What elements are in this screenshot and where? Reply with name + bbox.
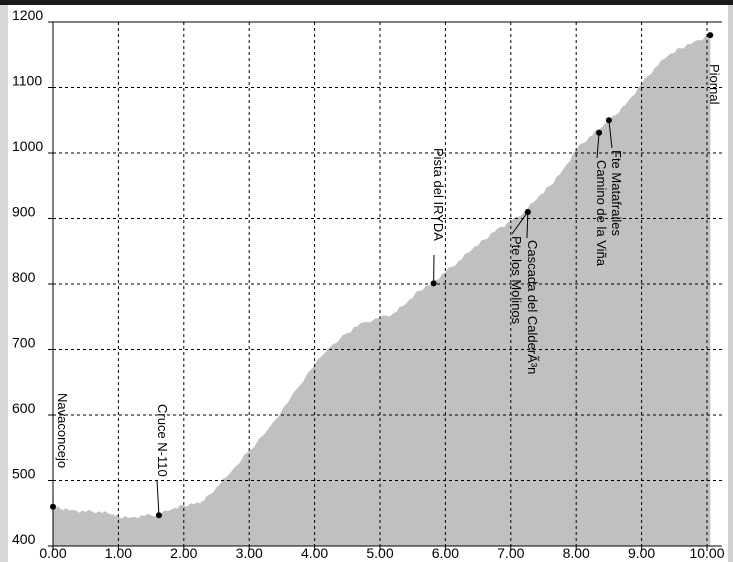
waypoint-label: Cruce N-110 — [155, 404, 170, 477]
top-border — [0, 0, 733, 5]
y-tick-label: 600 — [12, 400, 36, 416]
x-tick-label: 10.00 — [689, 545, 724, 561]
x-tick-label: 9.00 — [628, 545, 655, 561]
waypoint-label: Camino de la Viña — [594, 160, 609, 267]
waypoint-label: Cascada del CalderÃ³n — [525, 240, 540, 374]
waypoint-marker — [430, 280, 437, 287]
area-layer — [53, 35, 711, 546]
axis-layer: 0.00 1.00 2.00 3.00 4.00 5.00 6.00 7.00 8.00 9.00… — [12, 7, 725, 561]
waypoint-leader — [156, 479, 160, 516]
waypoint-label: Navaconcejo — [55, 393, 70, 468]
waypoint-leader — [596, 132, 600, 159]
y-tick-label: 500 — [12, 466, 36, 482]
elevation-area — [53, 35, 711, 546]
x-tick-label: 4.00 — [301, 545, 328, 561]
waypoint-layer: Navaconcejo Cruce N-110 Pista del IRYDA Pte… — [50, 32, 722, 519]
y-tick-label: 1000 — [12, 138, 43, 154]
waypoint-leader — [608, 120, 613, 149]
waypoint-leader — [511, 211, 529, 235]
waypoint-marker — [707, 32, 714, 39]
x-tick-label: 0.00 — [39, 545, 66, 561]
x-tick-label: 6.00 — [432, 545, 459, 561]
waypoint-label: Pte los Molinos — [509, 236, 524, 325]
waypoint-label: Piornal — [707, 64, 722, 105]
y-tick-label: 800 — [12, 269, 36, 285]
waypoint-label: Fte Matafrailes — [609, 150, 624, 236]
right-border — [728, 5, 733, 562]
x-tick-label: 2.00 — [170, 545, 197, 561]
waypoint-marker — [155, 512, 162, 519]
x-tick-label: 5.00 — [366, 545, 393, 561]
waypoint-leader — [526, 211, 529, 239]
waypoint-marker — [605, 117, 612, 124]
x-tick-label: 1.00 — [105, 545, 132, 561]
x-tick-label: 3.00 — [236, 545, 263, 561]
y-tick-label: 1100 — [12, 73, 42, 89]
waypoint-label: Pista del IRYDA — [431, 148, 446, 241]
left-border — [0, 5, 8, 562]
waypoint-marker — [524, 208, 531, 215]
y-tick-label: 1200 — [12, 7, 43, 23]
y-tick-label: 400 — [12, 531, 36, 547]
waypoint-marker — [50, 503, 56, 510]
x-tick-label: 7.00 — [497, 545, 524, 561]
y-tick-label: 700 — [12, 335, 36, 351]
y-tick-label: 900 — [12, 204, 36, 220]
x-tick-label: 8.00 — [563, 545, 590, 561]
waypoint-marker — [596, 129, 603, 136]
